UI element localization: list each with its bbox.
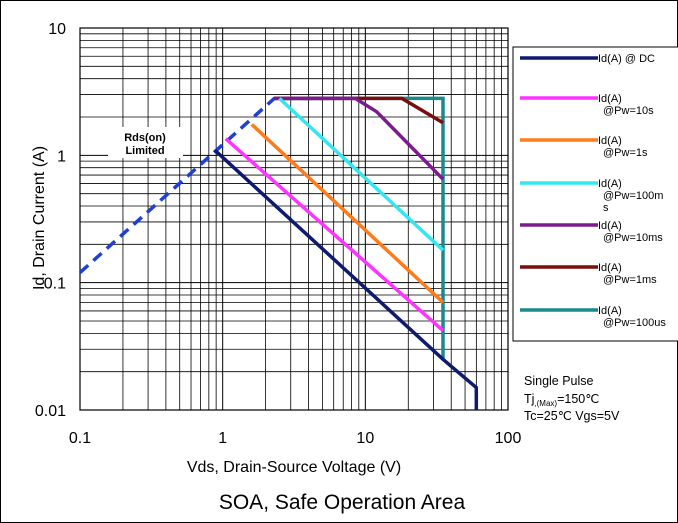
series-line-id-a-pw-10s: [224, 137, 445, 332]
x-tick-label: 0.1: [69, 430, 91, 447]
legend-label: s: [603, 202, 609, 214]
rds-on-annotation: Rds(on) Limited: [108, 127, 183, 158]
legend-label: Id(A): [598, 178, 622, 190]
legend-entry: Id(A)@Pw=1ms: [520, 262, 657, 286]
x-axis-title: Vds, Drain-Source Voltage (V): [187, 459, 401, 476]
legend-label: Id(A) @ DC: [598, 53, 655, 65]
test-conditions: Single Pulse Tj,(Max)=150℃ Tc=25℃ Vgs=5V: [524, 374, 620, 423]
y-tick-label: 0.1: [44, 276, 66, 293]
legend-entry: Id(A)@Pw=1s: [520, 135, 648, 159]
annotation-line1: Rds(on): [124, 132, 166, 144]
legend-label: @Pw=10s: [603, 105, 654, 117]
series-line-id-a-pw-1s: [250, 123, 445, 304]
series-line-id-a-pw-100ms: [278, 97, 445, 252]
legend-label: Id(A): [598, 135, 622, 147]
legend-entry: Id(A)@Pw=100us: [520, 305, 666, 329]
legend-label: Id(A): [598, 93, 622, 105]
legend-label: @Pw=100m: [603, 190, 663, 202]
legend-box: [512, 46, 678, 342]
y-axis-title: Id, Drain Current (A): [31, 146, 48, 290]
series-line-id-a-pw-10ms: [274, 96, 445, 181]
legend-label: Id(A): [598, 220, 622, 232]
y-tick-label: 10: [48, 21, 66, 38]
legend-entry: Id(A)@Pw=10ms: [520, 220, 663, 244]
plot-border: [79, 27, 509, 411]
x-tick-label: 1: [218, 430, 227, 447]
condition-line3: Tc=25℃ Vgs=5V: [524, 409, 620, 423]
legend-label: Id(A): [598, 262, 622, 274]
chart-title: SOA, Safe Operation Area: [219, 491, 466, 514]
y-tick-label: 1: [57, 148, 66, 165]
legend-entry: Id(A)@Pw=10s: [520, 93, 654, 117]
legend-label: @Pw=1s: [603, 147, 648, 159]
legend-label: @Pw=1ms: [603, 274, 657, 286]
legend-entry: Id(A) @ DC: [520, 53, 655, 65]
condition-line1: Single Pulse: [524, 374, 594, 388]
legend-label: Id(A): [598, 305, 622, 317]
condition-line2: Tj,(Max)=150℃: [524, 392, 599, 408]
legend-label: @Pw=100us: [603, 317, 666, 329]
annotation-line2: Limited: [125, 145, 164, 157]
series-line-id-a-dc: [213, 148, 479, 410]
series-layer: [78, 96, 479, 410]
rds-on-limit-line: [78, 96, 323, 274]
grid: [79, 28, 508, 411]
x-tick-label: 100: [495, 430, 522, 447]
y-tick-label: 0.01: [35, 403, 66, 420]
x-tick-label: 10: [356, 430, 374, 447]
annotation-background: [108, 127, 183, 158]
legend-label: @Pw=10ms: [603, 232, 663, 244]
legend: Id(A) @ DCId(A)@Pw=10sId(A)@Pw=1sId(A)@P…: [512, 46, 678, 342]
